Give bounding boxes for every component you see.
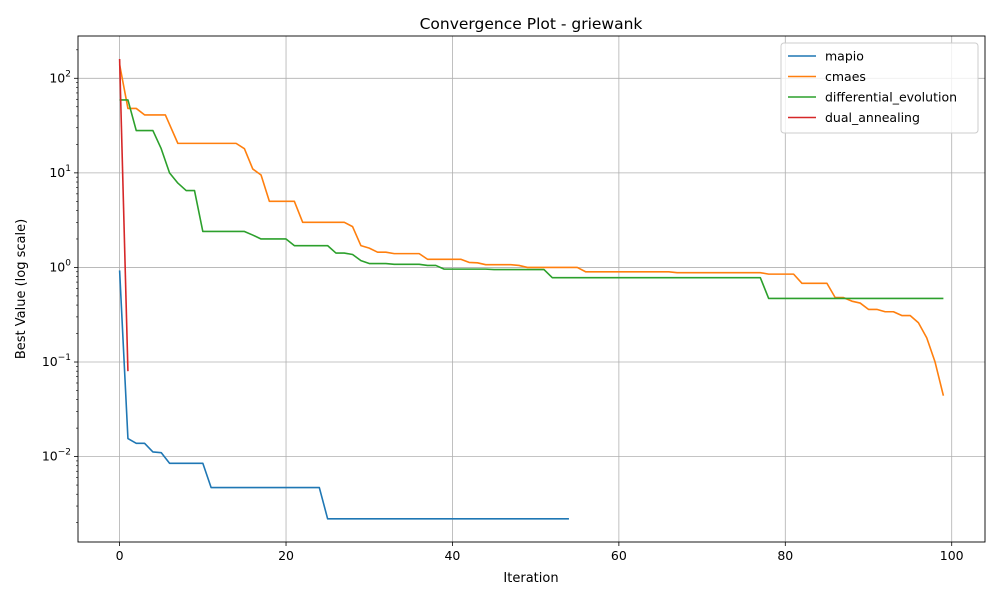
x-tick-label: 40 [444, 548, 460, 563]
legend-label-cmaes: cmaes [825, 69, 866, 84]
legend-box [780, 42, 979, 134]
series-line-mapio [118, 270, 569, 520]
legend-label-dual-annealing: dual_annealing [825, 110, 920, 125]
y-tick-label: 100 [49, 258, 71, 274]
series-line-dual-annealing [118, 58, 129, 372]
x-ticks: 0 20 40 60 80 100 [116, 542, 964, 563]
x-tick-label: 20 [278, 548, 294, 563]
y-tick-label: 10−1 [42, 353, 71, 369]
legend-label-differential-evolution: differential_evolution [825, 90, 957, 105]
x-tick-label: 100 [940, 548, 964, 563]
y-axis-label: Best Value (log scale) [14, 219, 29, 359]
legend: mapio cmaes differential_evolution dual_ann… [780, 42, 979, 134]
x-tick-label: 60 [611, 548, 627, 563]
chart-title: Convergence Plot - griewank [420, 15, 643, 33]
series-line-cmaes [118, 64, 945, 396]
x-tick-label: 80 [777, 548, 793, 563]
y-tick-label: 10−2 [42, 448, 71, 464]
series-lines [118, 58, 945, 520]
x-tick-label: 0 [116, 548, 124, 563]
y-tick-label: 101 [49, 164, 71, 180]
series-line-differential-evolution [119, 99, 944, 300]
legend-label-mapio: mapio [825, 49, 864, 64]
y-ticks: 10−2 10−1 100 101 102 [42, 49, 78, 523]
y-tick-label: 102 [49, 69, 71, 85]
x-axis-label: Iteration [503, 571, 558, 586]
plot-frame [77, 35, 986, 543]
